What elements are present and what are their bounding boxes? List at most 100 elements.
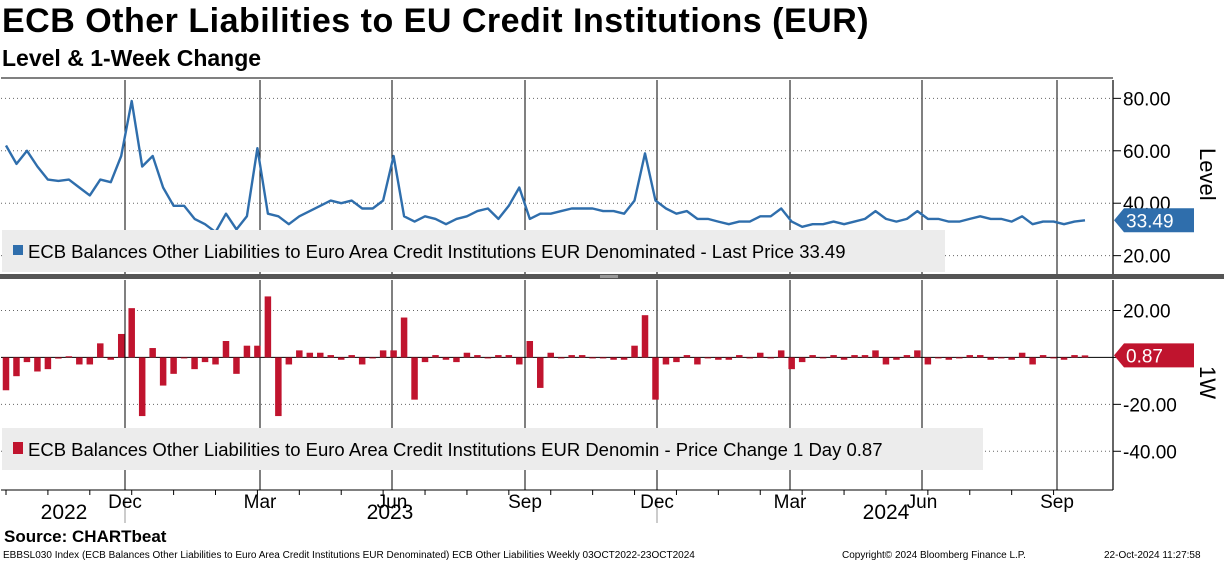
last-value-label-change: 0.87 (1126, 346, 1163, 367)
change-bar (317, 352, 324, 358)
change-bar (421, 357, 429, 363)
change-bar (851, 355, 858, 358)
last-value-tag-change (1114, 343, 1194, 368)
x-tick-label-month: Dec (640, 492, 674, 513)
change-bar (159, 357, 167, 386)
change-bar (432, 355, 439, 358)
change-bar (505, 355, 513, 358)
source-label: Source: CHARTbeat (4, 527, 167, 546)
panel-divider-grip (600, 275, 618, 278)
change-bar (191, 357, 198, 370)
change-bar (694, 357, 701, 365)
change-bar (285, 357, 293, 365)
change-bar (516, 357, 523, 365)
change-bar (568, 355, 575, 358)
change-bar (903, 355, 911, 358)
change-bar (610, 357, 617, 360)
change-bar (840, 357, 848, 360)
change-bar (1029, 357, 1036, 365)
footer-copyright: Copyright© 2024 Bloomberg Finance L.P. (842, 550, 1026, 561)
change-bar (107, 357, 114, 360)
change-bar (243, 345, 251, 358)
change-bar (1071, 355, 1078, 358)
change-bar (809, 355, 816, 358)
change-bar (296, 350, 303, 358)
change-bar (275, 357, 282, 417)
change-bar (924, 357, 932, 365)
change-bar (767, 357, 774, 359)
change-bar (23, 357, 31, 363)
change-bar (358, 357, 366, 365)
change-bar (977, 355, 984, 358)
x-tick-label-month: Jun (377, 492, 408, 513)
change-bar (1060, 357, 1068, 360)
change-bar (484, 357, 492, 359)
change-bar (180, 357, 188, 359)
footer-timestamp: 22-Oct-2024 11:27:58 (1104, 550, 1201, 561)
change-bar (1018, 352, 1026, 358)
change-bar (97, 343, 104, 358)
change-bar (557, 357, 565, 359)
change-bar (537, 357, 544, 388)
change-bar (327, 355, 334, 358)
x-tick-label-month: Mar (774, 492, 807, 513)
change-bar (788, 357, 795, 370)
x-tick-label-year: 2022 (41, 501, 88, 524)
change-bar (55, 357, 62, 359)
x-tick-label-year: 2023 (367, 501, 414, 524)
legend-change-swatch (13, 442, 23, 454)
change-bar (233, 357, 240, 374)
change-bar (893, 357, 900, 360)
change-bar (76, 357, 83, 365)
change-bar (715, 357, 722, 360)
change-bar (222, 341, 230, 358)
last-value-tag-level (1114, 208, 1194, 233)
change-bar (34, 357, 41, 372)
change-bar (578, 355, 586, 358)
ylabel-level: Level (1195, 148, 1220, 201)
ytick-label-change: -20.00 (1123, 395, 1177, 416)
change-bar (369, 357, 376, 359)
change-bar (882, 357, 890, 365)
footer-ticker-description: EBBSL030 Index (ECB Balances Other Liabi… (3, 550, 695, 561)
change-bar (704, 357, 712, 359)
change-bar (547, 352, 554, 358)
change-bar (662, 357, 670, 365)
change-bar (411, 357, 418, 400)
change-bar (170, 357, 177, 374)
change-bar (945, 357, 953, 360)
x-tick-label-year: 2024 (863, 501, 910, 524)
change-bar (400, 317, 408, 358)
change-bar (390, 350, 397, 358)
legend-change-box (2, 428, 983, 470)
change-bar (935, 357, 942, 359)
change-bar (13, 357, 20, 377)
x-tick-label-month: Sep (508, 492, 542, 513)
change-bar (1081, 355, 1089, 358)
change-bar (474, 355, 481, 358)
change-bar (254, 345, 261, 358)
change-bar (966, 355, 974, 358)
legend-level-swatch (13, 245, 23, 255)
change-bar (798, 357, 806, 363)
change-bar (589, 357, 596, 359)
x-tick-label-month: Dec (108, 492, 142, 513)
ytick-label-change: 20.00 (1123, 302, 1171, 323)
change-bar (620, 357, 628, 360)
x-tick-label-month: Mar (244, 492, 277, 513)
chart-subtitle: Level & 1-Week Change (2, 45, 262, 71)
change-bar (2, 357, 10, 391)
ylabel-change: 1W (1195, 366, 1220, 399)
change-bar (138, 357, 146, 417)
change-bar (526, 341, 534, 358)
change-bar (442, 357, 450, 360)
change-bar (641, 315, 649, 358)
change-bar (914, 350, 921, 358)
change-bar (117, 333, 125, 358)
change-bar (956, 357, 963, 359)
change-bar (683, 355, 691, 358)
change-bar (872, 350, 879, 358)
change-bar (997, 357, 1005, 359)
change-bar (987, 357, 994, 360)
